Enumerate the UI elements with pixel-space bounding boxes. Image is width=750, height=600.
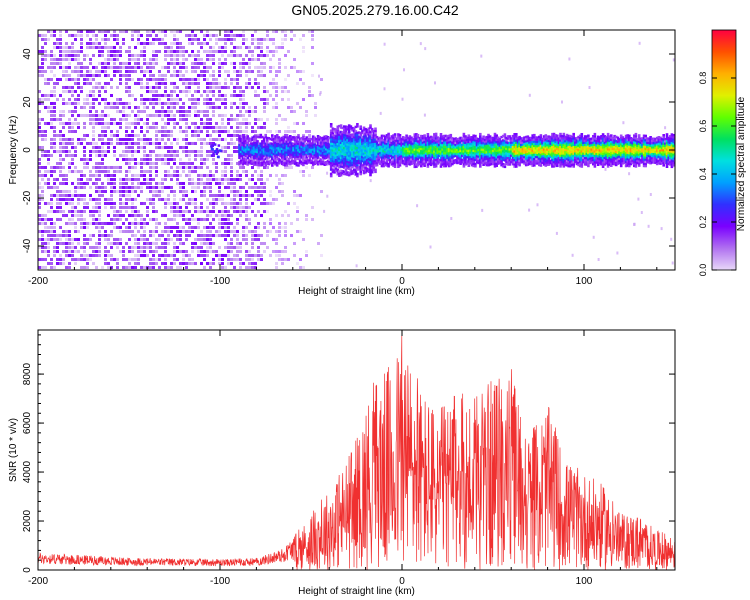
colorbar-gradient (712, 30, 736, 270)
snr-series-line (37, 335, 676, 570)
colorbar: 0.0 0.2 0.4 0.6 0.8 Normalized spectral ampli… (698, 29, 747, 277)
y-tick-label: 8000 (22, 363, 33, 386)
colorbar-label: Normalized spectral amplitude (736, 96, 747, 231)
x-tick-label: 0 (399, 276, 405, 287)
colorbar-tick-label: 0.8 (698, 72, 708, 85)
figure-title: GN05.2025.279.16.00.C42 (291, 2, 459, 18)
x-tick-label: -100 (210, 576, 230, 587)
y-tick-label: -40 (22, 238, 33, 253)
y-tick-label: 0 (22, 567, 33, 573)
y-tick-label: 0 (22, 147, 33, 153)
x-tick-label: -100 (210, 276, 230, 287)
colorbar-tick-label: 0.0 (698, 264, 708, 277)
y-tick-label: 4000 (22, 460, 33, 483)
x-tick-label: -200 (28, 576, 48, 587)
y-tick-label: 20 (22, 96, 33, 108)
x-tick-label: -200 (28, 276, 48, 287)
y-tick-label: 2000 (22, 509, 33, 532)
colorbar-tick-label: 0.2 (698, 216, 708, 229)
snr-panel: -200 -100 0 100 Height of straight line (km)… (8, 329, 676, 597)
y-axis-label: SNR (10 * v/v) (8, 418, 19, 482)
y-axis-label: Frequency (Hz) (8, 116, 19, 185)
spectrogram-cells (38, 30, 675, 269)
x-axis-label: Height of straight line (km) (298, 286, 415, 297)
y-tick-label: 40 (22, 48, 33, 60)
colorbar-tick-label: 0.4 (698, 168, 708, 181)
y-tick-label: 6000 (22, 412, 33, 435)
y-tick-label: -20 (22, 190, 33, 205)
colorbar-tick-label: 0.6 (698, 120, 708, 133)
x-tick-label: 100 (576, 276, 593, 287)
x-axis-label: Height of straight line (km) (298, 586, 415, 597)
x-tick-label: 100 (576, 576, 593, 587)
snr-frame (37, 329, 676, 571)
x-tick-label: 0 (399, 576, 405, 587)
colorbar-frame (711, 29, 737, 271)
